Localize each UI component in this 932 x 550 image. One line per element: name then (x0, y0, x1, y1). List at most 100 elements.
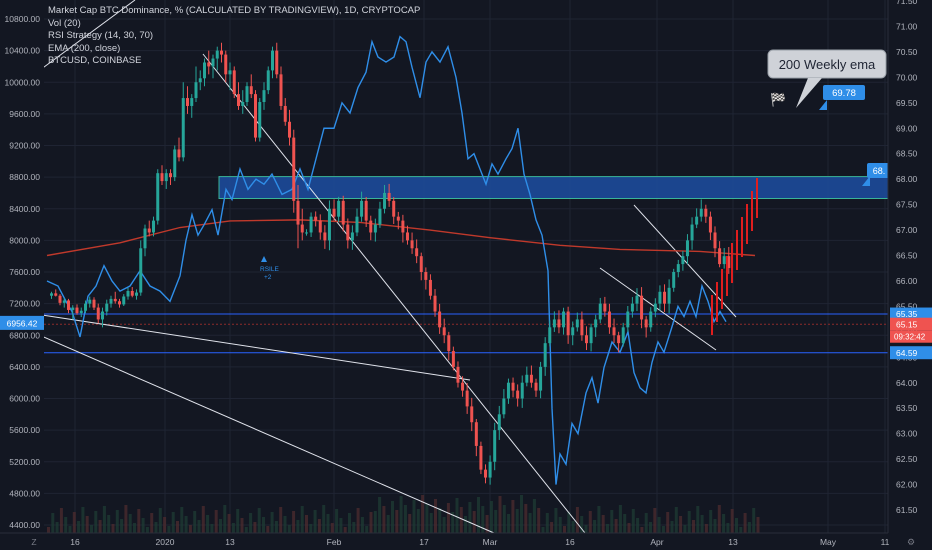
candle-body (96, 307, 100, 320)
candle-body (346, 224, 350, 241)
volume-bar (477, 497, 480, 533)
left-tick-label: 7600.00 (9, 267, 40, 277)
candle-body (143, 228, 147, 249)
volume-bar (683, 525, 687, 533)
volume-bar (520, 495, 523, 533)
bottom-axis-bg (0, 533, 932, 550)
volume-bar (743, 513, 747, 533)
legend-ema[interactable]: EMA (200, close) (48, 42, 121, 54)
volume-bar (111, 524, 115, 533)
volume-bar (68, 526, 72, 533)
legend-rsi-strategy[interactable]: RSI Strategy (14, 30, 70) (48, 30, 154, 41)
candle-body (118, 301, 121, 305)
callout-box (767, 49, 887, 79)
candle-body (245, 86, 249, 103)
left-tick-label: 5200.00 (9, 457, 40, 467)
callout-pointer (796, 78, 822, 108)
candle-body (364, 200, 368, 221)
right-badge-tail (862, 176, 870, 186)
candle-body (186, 98, 189, 106)
trendline (633, 204, 737, 318)
volume-bar (408, 514, 412, 533)
legend-volume[interactable]: Vol (20) (48, 17, 81, 29)
candle-body (594, 319, 598, 328)
volume-bar (588, 511, 592, 533)
volume-bar (240, 518, 244, 533)
volume-bar (365, 526, 369, 533)
volume-bar (115, 510, 119, 533)
volume-bar (373, 511, 377, 533)
legend-symbol[interactable]: Market Cap BTC Dominance, % (CALCULATED … (48, 5, 421, 16)
callout-badge-value: 69.78 (832, 88, 856, 99)
volume-bar (747, 522, 751, 533)
settings-gear-icon: ⚙ (907, 538, 915, 548)
volume-bar (305, 515, 308, 533)
candle-body (649, 311, 653, 328)
volume-bar (627, 523, 631, 533)
volume-bar (687, 511, 691, 533)
volume-bar (386, 515, 390, 533)
volume-bar (94, 511, 98, 533)
candle-body (401, 220, 405, 233)
forecast-red-bars (711, 178, 758, 335)
candle-body (207, 62, 211, 67)
volume-bar (494, 510, 498, 533)
volume-bar (72, 512, 76, 533)
volume-bar (180, 507, 184, 533)
legend-btcusd[interactable]: BTCUSD, COINBASE (48, 55, 142, 66)
candle-body (539, 366, 543, 391)
trendline (41, 314, 471, 381)
volume-bar (515, 509, 519, 533)
left-tick-label: 6000.00 (9, 394, 40, 404)
volume-bar (120, 519, 124, 533)
candle-body (488, 461, 492, 478)
volume-bar (55, 522, 59, 533)
candle-body (71, 307, 75, 310)
volume-bar (292, 511, 296, 533)
volume-bar (330, 523, 334, 533)
volume-bar (704, 524, 708, 533)
volume-bar (511, 500, 515, 533)
candle-body (341, 200, 345, 225)
volume-bar (51, 513, 55, 533)
resistance-zone (218, 176, 889, 199)
candle-body (67, 300, 70, 310)
x-tick-label: Feb (327, 537, 342, 547)
right-tick-label: 63.50 (896, 403, 918, 413)
candle-body (266, 70, 270, 91)
candle-body (387, 192, 391, 201)
candle-body (373, 224, 377, 233)
volume-bar (206, 515, 210, 533)
candle-body (566, 311, 570, 336)
volume-bar (137, 509, 141, 533)
volume-bar (614, 519, 618, 533)
volume-bar (722, 514, 726, 533)
volume-bar (541, 527, 545, 533)
left-price-badge-value: 6956.42 (7, 318, 38, 328)
volume-bar (352, 522, 356, 533)
right-tick-label: 63.00 (896, 429, 918, 439)
x-tick-label: Apr (650, 537, 663, 547)
volume-bar (451, 512, 455, 533)
volume-bar (403, 505, 407, 533)
volume-bar (623, 514, 627, 533)
volume-bar (459, 507, 463, 533)
candle-body (571, 327, 575, 336)
volume-bar (657, 517, 661, 533)
left-tick-label: 10000.00 (5, 77, 41, 87)
candle-body (667, 287, 671, 304)
right-price-badge (890, 317, 932, 331)
volume-bar (59, 508, 63, 533)
volume-bar (618, 505, 622, 533)
volume-bar (730, 509, 734, 533)
candle-body (190, 98, 194, 106)
volume-bar (231, 523, 235, 533)
volume-bar (219, 519, 222, 533)
volume-bar (696, 506, 700, 533)
candle-body (548, 327, 552, 344)
volume-bar (713, 519, 717, 533)
volume-bar (446, 503, 450, 533)
candle-body (300, 224, 304, 233)
volume-bar (485, 515, 489, 533)
